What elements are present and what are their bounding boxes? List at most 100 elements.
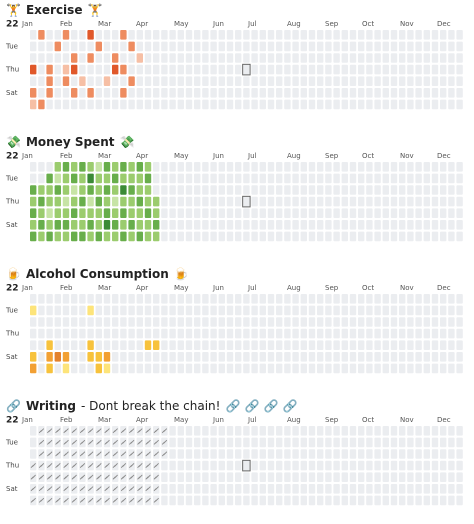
empty-cell [235,41,242,52]
empty-cell [292,495,299,506]
day-cell [54,162,61,172]
day-cell [79,173,86,184]
empty-cell [169,76,176,86]
empty-cell [448,484,455,494]
month-label: Dec [437,416,451,424]
empty-cell [267,30,275,40]
empty-cell [218,185,225,195]
day-cell [79,294,86,304]
day-cell [161,484,168,494]
empty-cell [333,99,340,110]
empty-cell [161,220,168,230]
empty-cell [235,162,242,172]
empty-cell [415,208,422,218]
day-cell [128,185,135,195]
empty-cell [374,53,381,63]
empty-cell [415,495,422,506]
empty-cell [284,484,291,494]
day-label: Tue [5,174,18,182]
empty-cell [349,99,357,110]
month-label: Aug [287,284,301,292]
empty-cell [169,41,176,52]
empty-cell [226,196,234,207]
empty-cell [177,185,184,195]
chain-icon [153,497,159,503]
day-cell [30,41,37,52]
empty-cell [423,64,430,75]
empty-cell [202,208,209,218]
day-cell [144,352,152,362]
empty-cell [292,294,299,304]
empty-cell [251,352,258,362]
empty-cell [456,294,463,304]
day-cell [62,185,70,195]
section-title: 🍺 Alcohol Consumption 🍺 [6,266,189,281]
day-cell [120,162,127,172]
day-cell [71,231,78,242]
day-cell [54,41,61,52]
day-cell [103,340,111,350]
empty-cell [358,88,365,98]
empty-cell [456,437,463,448]
habit-section: 🏋️ Exercise 🏋️22 Jan Feb Mar Apr May Jun Jul Aug Se… [5,3,463,110]
empty-cell [325,460,332,471]
title-icon: 🍺 [174,266,189,281]
day-cell [103,231,111,242]
empty-cell [325,484,332,494]
empty-cell [267,41,275,52]
day-cell [46,185,53,195]
day-cell [161,472,168,482]
empty-cell [218,484,225,494]
day-cell [38,30,45,40]
chain-icon [145,474,151,480]
empty-cell [259,173,266,184]
empty-cell [440,185,447,195]
chain-icon [71,463,77,468]
day-cell [128,340,135,350]
day-cell [38,208,45,218]
empty-cell [341,220,348,230]
day-cell [71,30,78,40]
empty-cell [202,196,209,207]
day-cell [95,294,102,304]
empty-cell [194,317,201,327]
day-cell [128,328,135,339]
empty-cell [308,64,316,75]
empty-cell [448,352,455,362]
chain-icon [112,474,118,480]
chain-icon [104,428,110,434]
empty-cell [308,41,316,52]
empty-cell [407,328,414,339]
empty-cell [284,99,291,110]
day-cell [120,305,127,316]
empty-cell [440,352,447,362]
empty-cell [341,449,348,459]
empty-cell [407,196,414,207]
chain-icon [161,451,168,457]
day-cell [38,88,45,98]
empty-cell [276,317,283,327]
day-label: Thu [5,462,19,470]
day-cell [95,231,102,242]
empty-cell [194,340,201,350]
empty-cell [267,64,275,75]
empty-cell [226,41,234,52]
empty-cell [440,220,447,230]
empty-cell [259,352,266,362]
empty-cell [431,484,439,494]
empty-cell [399,484,406,494]
empty-cell [399,30,406,40]
empty-cell [226,173,234,184]
day-cell [153,328,160,339]
day-cell [103,76,111,86]
empty-cell [226,449,234,459]
empty-cell [300,88,307,98]
day-cell [128,305,135,316]
empty-cell [399,340,406,350]
empty-cell [202,53,209,63]
empty-cell [423,41,430,52]
empty-cell [292,196,299,207]
month-label: Jun [212,152,224,160]
day-cell [87,231,94,242]
day-cell [112,88,119,98]
